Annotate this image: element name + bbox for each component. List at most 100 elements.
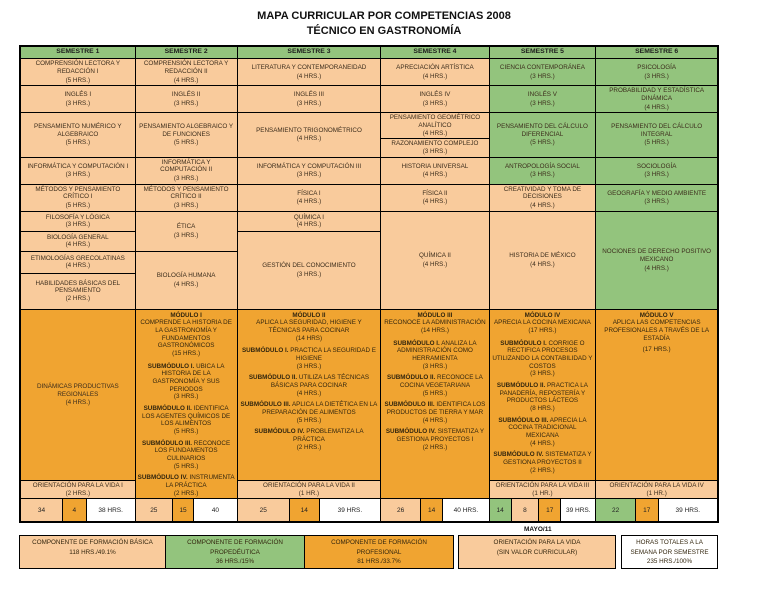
submodule-hours: (5 HRS.) <box>173 462 199 470</box>
cell-calculo-diferencial: PENSAMIENTO DEL CÁLCULO DIFERENCIAL (5 HR… <box>488 112 597 158</box>
semester-header-3: SEMESTRE 3 <box>236 45 382 60</box>
cell-biologia-humana: BIOLOGÍA HUMANA (4 HRS.) <box>134 250 238 310</box>
course-name: QUÍMICA I <box>293 213 324 221</box>
cell-pensamiento-numerico: PENSAMIENTO NUMÉRICO Y ALGEBRAICO (5 HRS.… <box>19 112 136 158</box>
course-name: GESTIÓN DEL CONOCIMIENTO <box>262 262 356 270</box>
semester-header-row: SEMESTRE 1 SEMESTRE 2 SEMESTRE 3 SEMESTR… <box>19 45 719 60</box>
course-name: HISTORIA UNIVERSAL <box>401 162 469 170</box>
semester-header-2: SEMESTRE 2 <box>134 45 238 60</box>
submodule: SUBMÓDULO I. PRACTICA LA SEGURIDAD E HIG… <box>240 347 379 370</box>
total-week-hours: 40 <box>194 499 237 522</box>
course-hours: (4 HRS.) <box>530 202 555 210</box>
course-hours: (4 HRS.) <box>296 135 322 143</box>
table-row: PENSAMIENTO NUMÉRICO Y ALGEBRAICO (5 HRS.… <box>19 112 719 158</box>
submodule-text: UBICA LA HISTORIA DE LA GASTRONOMÍA Y SU… <box>152 362 225 393</box>
course-name: GEOGRAFÍA Y MEDIO AMBIENTE <box>607 189 707 197</box>
course-hours: (4 HRS.) <box>65 241 91 249</box>
submodule: SUBMÓDULO I. UBICA LA HISTORIA DE LA GAS… <box>138 363 235 401</box>
course-name: INFORMÁTICA Y COMPUTACIÓN II <box>160 158 213 174</box>
submodule: SUBMÓDULO IV. SISTEMATIZA Y GESTIONA PRO… <box>383 428 486 451</box>
submodule-text: INSTRUMENTA LA PRÁCTICA <box>165 474 235 490</box>
submodule-label: SUBMÓDULO III. <box>142 439 193 447</box>
submodule-hours: (2 HRS.) <box>530 466 555 474</box>
course-hours: (5 HRS.) <box>65 76 91 84</box>
cell-ciencia-contemporanea: CIENCIA CONTEMPORÁNEA (3 HRS.) <box>488 58 597 87</box>
page-title-line1: MAPA CURRICULAR POR COMPETENCIAS 2008 <box>257 10 511 22</box>
submodule-text: APRECIA LA COCINA TRADICIONAL MEXICANA <box>508 416 587 440</box>
course-hours: (3 HRS.) <box>296 270 322 278</box>
course-hours: (3 HRS.) <box>173 99 199 107</box>
cell-biologia-general: BIOLOGÍA GENERAL (4 HRS.) <box>19 230 136 252</box>
course-name: INFORMÁTICA Y COMPUTACIÓN III <box>256 162 362 170</box>
course-hours: (3 HRS.) <box>65 221 91 229</box>
submodule-hours: (4 HRS.) <box>296 389 322 397</box>
submodule-hours: (3 HRS.) <box>530 370 555 378</box>
course-hours: (5 HRS.) <box>644 139 669 147</box>
legend-value: 118 HRS./49.1% <box>69 548 116 556</box>
legend-formacion-basica: COMPONENTE DE FORMACIÓN BÁSICA 118 HRS./… <box>19 535 166 569</box>
course-hours: (3 HRS.) <box>296 171 322 179</box>
totals-semestre-2: 25 15 40 <box>134 498 238 523</box>
course-name: SOCIOLOGÍA <box>636 162 677 170</box>
cell-ingles-4: INGLÉS IV (3 HRS.) <box>380 85 490 114</box>
submodule-text: PRACTICA LA PANADERÍA, REPOSTERÍA Y PROD… <box>499 382 588 405</box>
submodule-hours: (5 HRS.) <box>422 389 448 397</box>
submodule: SUBMÓDULO II. RECONOCE LA COCINA VEGETAR… <box>383 374 486 397</box>
cell-sociologia: SOCIOLOGÍA (3 HRS.) <box>595 156 719 185</box>
totals-semestre-5: 14 8 17 39 HRS. <box>488 498 597 523</box>
cell-quimica-2: QUÍMICA II (4 HRS.) <box>380 210 490 310</box>
module-title: MÓDULO III <box>417 311 453 319</box>
cell-informatica-3: INFORMÁTICA Y COMPUTACIÓN III (3 HRS.) <box>236 156 382 185</box>
totals-semestre-1: 34 4 38 HRS. <box>19 498 136 523</box>
table-row: INGLÉS I (3 HRS.) INGLÉS II (3 HRS.) INGLÉ… <box>19 85 719 114</box>
course-name: ORIENTACIÓN PARA LA VIDA IV <box>609 482 704 490</box>
submodule: SUBMÓDULO III. RECONOCE LOS FUNDAMENTOS … <box>138 440 235 471</box>
course-hours: (4 HRS.) <box>296 72 322 80</box>
cell-orientacion-vida-1: ORIENTACIÓN PARA LA VIDA I (2 HRS.) <box>19 479 136 500</box>
cell-pensamiento-algebraico: PENSAMIENTO ALGEBRAICO Y DE FUNCIONES (5 … <box>134 112 238 158</box>
course-name: ANTROPOLOGÍA SOCIAL <box>504 162 580 170</box>
module-description: RECONOCE LA ADMINISTRACIÓN <box>384 319 486 327</box>
course-name: MÉTODOS Y PENSAMIENTO CRÍTICO II <box>143 185 229 201</box>
total-week-hours: 40 HRS. <box>443 499 489 522</box>
submodule-text: IDENTIFICA LOS AGENTES QUÍMICOS DE LOS A… <box>142 405 231 428</box>
total-professional-hours: 17 <box>539 499 562 522</box>
submodule-text: RECONOCE LA COCINA VEGETARIANA <box>399 374 483 390</box>
table-row: HABILIDADES BÁSICAS DEL PENSAMIENTO (2 HR… <box>19 272 718 310</box>
module-title: MÓDULO IV <box>524 311 561 319</box>
course-hours: (5 HRS.) <box>65 139 91 147</box>
course-name: INGLÉS III <box>293 91 324 99</box>
submodule-label: SUBMÓDULO II. <box>496 382 546 390</box>
submodule-label: SUBMÓDULO III. <box>498 416 549 424</box>
cell-probabilidad-estadistica: PROBABILIDAD Y ESTADÍSTICA DINÁMICA (4 HR… <box>595 85 719 114</box>
total-week-hours: 39 HRS. <box>658 499 717 522</box>
course-name: PENSAMIENTO TRIGONOMÉTRICO <box>256 126 362 134</box>
legend-formacion-profesional: COMPONENTE DE FORMACIÓN PROFESIONAL 81 H… <box>304 535 454 569</box>
cell-gestion-conocimiento: GESTIÓN DEL CONOCIMIENTO (3 HRS.) <box>236 230 382 310</box>
course-hours: (3 HRS.) <box>173 202 199 210</box>
course-name: APRECIACIÓN ARTÍSTICA <box>396 64 474 72</box>
total-professional-hours: 4 <box>62 499 87 522</box>
course-hours: (4 HRS.) <box>296 221 322 229</box>
cell-historia-mexico: HISTORIA DE MÉXICO (4 HRS.) <box>488 210 597 310</box>
submodule-text: PRACTICA LA SEGURIDAD E HIGIENE <box>290 347 376 363</box>
submodule: SUBMÓDULO III. APRECIA LA COCINA TRADICI… <box>492 417 594 448</box>
course-name: FÍSICA I <box>297 189 321 197</box>
submodule-text: SISTEMATIZA Y GESTIONA PROYECTOS II <box>503 451 592 467</box>
semester-header-1: SEMESTRE 1 <box>19 45 136 60</box>
totals-semestre-4: 26 14 40 HRS. <box>380 498 490 523</box>
course-hours: (4 HRS.) <box>422 260 448 268</box>
cell-modulo-5: MÓDULO V APLICA LAS COMPETENCIAS PROFESI… <box>595 308 719 482</box>
course-name: PSICOLOGÍA <box>637 64 677 72</box>
module-description: COMPRENDE LA HISTORIA DE LA GASTRONOMÍA … <box>140 319 232 350</box>
submodule-hours: (3 HRS.) <box>296 362 322 370</box>
cell-psicologia: PSICOLOGÍA (3 HRS.) <box>595 58 719 87</box>
course-hours: (2 HRS.) <box>65 295 91 303</box>
legend: COMPONENTE DE FORMACIÓN BÁSICA 118 HRS./… <box>19 535 719 569</box>
cell-comprension-lectora-2: COMPRENSIÓN LECTORA Y REDACCIÓN II (4 HRS… <box>134 58 238 87</box>
course-name: BIOLOGÍA GENERAL <box>47 233 109 241</box>
course-hours: (3 HRS.) <box>530 99 555 107</box>
cell-modulo-4: MÓDULO IV APRECIA LA COCINA MEXICANA (17… <box>488 308 597 482</box>
course-hours: (4 HRS.) <box>422 72 448 80</box>
